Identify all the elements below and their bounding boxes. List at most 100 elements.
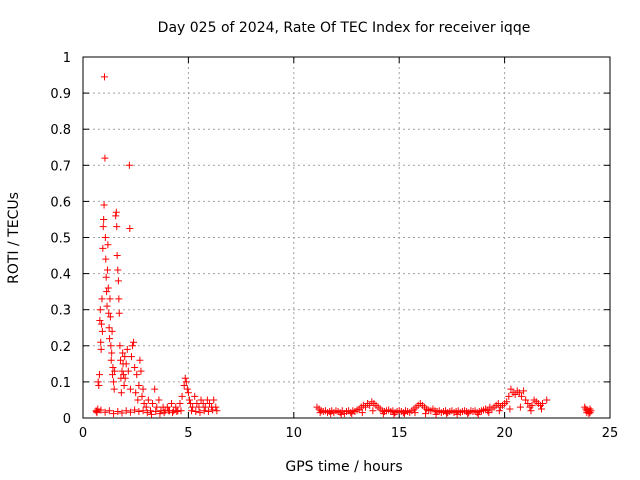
data-point bbox=[155, 396, 163, 404]
data-point bbox=[143, 409, 151, 417]
data-point bbox=[453, 410, 461, 418]
data-point bbox=[366, 401, 374, 409]
data-point bbox=[204, 408, 212, 416]
data-point bbox=[117, 389, 125, 397]
y-tick-label: 0.8 bbox=[50, 123, 71, 138]
y-tick-label: 0.1 bbox=[50, 376, 71, 391]
data-point bbox=[134, 396, 142, 404]
data-point bbox=[137, 367, 145, 375]
data-point bbox=[122, 407, 130, 415]
data-point bbox=[94, 378, 102, 386]
x-tick-label: 20 bbox=[496, 426, 513, 441]
data-point bbox=[199, 400, 207, 408]
data-point bbox=[172, 403, 180, 411]
data-point bbox=[156, 410, 164, 418]
data-point bbox=[506, 405, 514, 413]
data-point bbox=[110, 385, 118, 393]
grid-lines bbox=[83, 57, 610, 418]
data-point bbox=[213, 407, 221, 415]
data-point bbox=[112, 208, 120, 216]
data-point bbox=[181, 374, 189, 382]
data-point bbox=[522, 396, 530, 404]
y-tick-label: 0.7 bbox=[50, 159, 71, 174]
data-point bbox=[96, 317, 104, 325]
data-point bbox=[107, 356, 115, 364]
data-point bbox=[517, 392, 525, 400]
y-tick-label: 0.3 bbox=[50, 304, 71, 319]
data-point bbox=[348, 410, 356, 418]
data-point bbox=[144, 396, 152, 404]
data-point bbox=[97, 345, 105, 353]
data-point bbox=[97, 406, 105, 414]
data-point bbox=[153, 403, 161, 411]
data-point bbox=[169, 409, 177, 417]
data-point bbox=[127, 353, 135, 361]
data-point bbox=[126, 224, 134, 232]
data-point bbox=[119, 349, 127, 357]
data-point bbox=[200, 407, 208, 415]
data-point bbox=[120, 382, 128, 390]
data-point bbox=[139, 385, 147, 393]
data-point bbox=[106, 335, 114, 343]
data-point bbox=[516, 403, 524, 411]
y-tick-label: 0 bbox=[63, 412, 71, 427]
data-point bbox=[507, 385, 515, 393]
data-point bbox=[110, 378, 118, 386]
x-axis-label: GPS time / hours bbox=[285, 459, 402, 475]
data-point bbox=[196, 409, 204, 417]
data-point bbox=[327, 410, 335, 418]
data-point bbox=[495, 407, 503, 415]
x-tick-label: 15 bbox=[391, 426, 408, 441]
data-point bbox=[117, 356, 125, 364]
data-point bbox=[191, 392, 199, 400]
data-point bbox=[106, 295, 114, 303]
data-point bbox=[133, 371, 141, 379]
data-point bbox=[152, 408, 160, 416]
data-point bbox=[107, 342, 115, 350]
data-point bbox=[193, 400, 201, 408]
data-point bbox=[168, 400, 176, 408]
data-point bbox=[101, 73, 109, 81]
data-point bbox=[474, 410, 482, 418]
y-tick-label: 0.9 bbox=[50, 87, 71, 102]
data-point bbox=[163, 403, 171, 411]
data-point bbox=[148, 410, 156, 418]
data-point bbox=[126, 385, 134, 393]
y-tick-label: 1 bbox=[63, 51, 71, 66]
data-point bbox=[101, 234, 109, 241]
data-point bbox=[122, 360, 130, 368]
data-point bbox=[106, 313, 114, 321]
data-point bbox=[129, 342, 137, 350]
data-point bbox=[98, 295, 106, 303]
data-point bbox=[105, 407, 113, 415]
data-point bbox=[103, 288, 111, 296]
data-point bbox=[136, 356, 144, 364]
data-point bbox=[195, 403, 203, 411]
data-point bbox=[118, 409, 126, 417]
data-point bbox=[411, 409, 419, 417]
axis-ticks: 0 5 10 15 20 25 0 0.1 0.2 0.3 0.4 0.5 0.6 0.7 0.8 0.9 1 bbox=[50, 51, 618, 441]
data-point bbox=[316, 409, 324, 417]
data-point bbox=[484, 407, 492, 415]
x-tick-label: 5 bbox=[184, 426, 192, 441]
data-point bbox=[115, 309, 123, 317]
data-point bbox=[337, 410, 345, 418]
data-point bbox=[95, 382, 103, 390]
data-point bbox=[176, 400, 184, 408]
data-point bbox=[132, 389, 140, 397]
data-point bbox=[135, 382, 143, 390]
data-point bbox=[151, 385, 159, 393]
data-point bbox=[432, 410, 440, 418]
data-point bbox=[443, 410, 451, 418]
data-point bbox=[201, 403, 209, 411]
data-point bbox=[99, 244, 107, 252]
x-tick-label: 25 bbox=[602, 426, 619, 441]
data-point bbox=[95, 371, 103, 379]
data-point bbox=[515, 389, 523, 397]
data-point bbox=[142, 403, 150, 411]
chart-title: Day 025 of 2024, Rate Of TEC Index for r… bbox=[158, 20, 531, 36]
data-point bbox=[485, 409, 493, 417]
data-point bbox=[105, 309, 113, 317]
data-point bbox=[124, 367, 132, 375]
data-point bbox=[109, 363, 117, 371]
